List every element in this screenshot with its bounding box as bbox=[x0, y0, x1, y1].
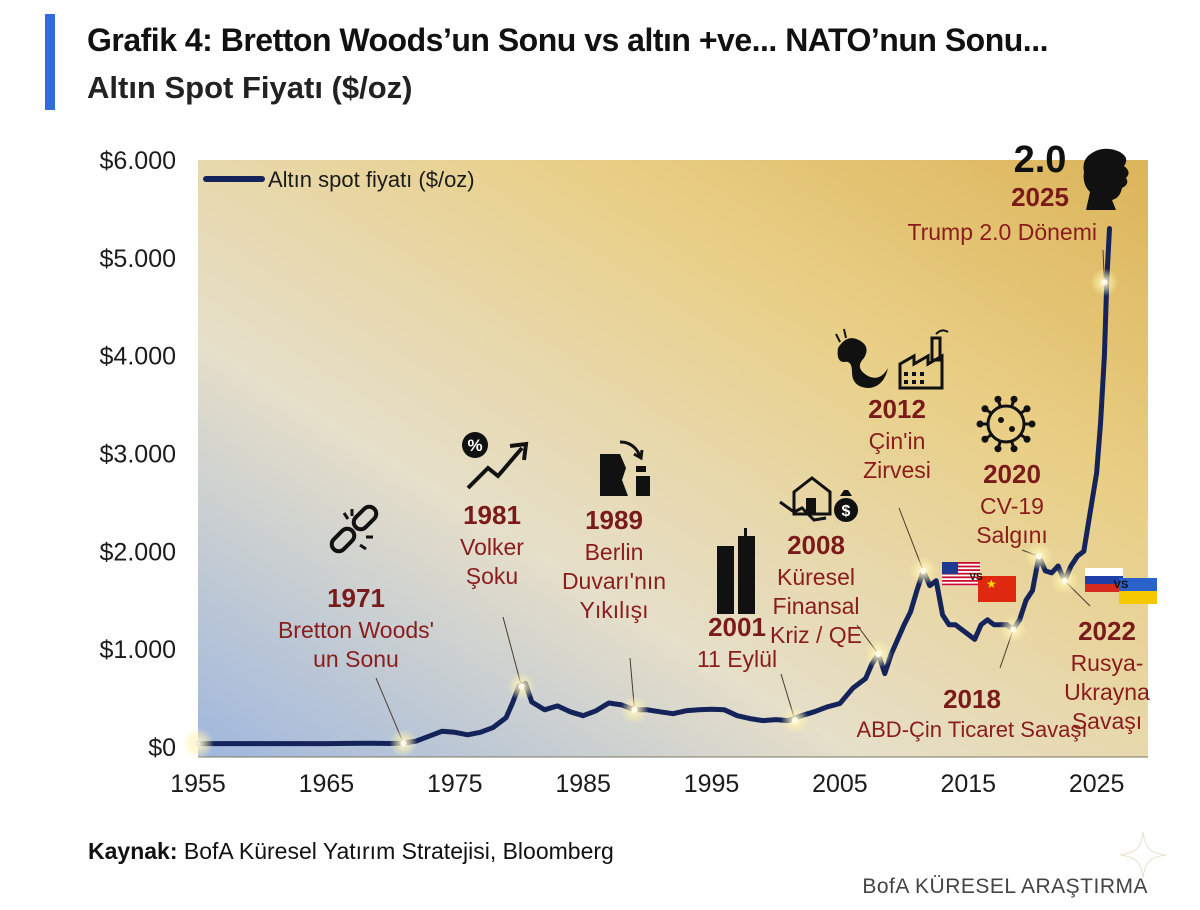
x-tick-label: 1995 bbox=[684, 770, 740, 798]
y-tick-label: $1.000 bbox=[100, 636, 176, 664]
annotation-2018: 2018 ABD-Çin Ticaret Savaşı bbox=[856, 615, 1088, 742]
twin-towers-icon bbox=[717, 528, 755, 614]
plot-area bbox=[198, 160, 1148, 757]
event-year-label: 2018 bbox=[943, 684, 1001, 714]
event-description: 11 Eylül bbox=[697, 646, 777, 672]
event-description: Ukrayna bbox=[1064, 679, 1150, 705]
event-description: ABD-Çin Ticaret Savaşı bbox=[856, 717, 1087, 742]
event-description: Duvarı'nın bbox=[562, 568, 666, 594]
x-tick-label: 2025 bbox=[1069, 770, 1125, 798]
house-crash-icon: $ bbox=[779, 476, 858, 522]
event-description: Bretton Woods' bbox=[278, 617, 434, 643]
event-description: CV-19 bbox=[980, 493, 1044, 519]
x-tick-label: 2015 bbox=[940, 770, 996, 798]
event-year-label: 2012 bbox=[868, 394, 926, 424]
x-tick-label: 1965 bbox=[299, 770, 355, 798]
y-tick-label: $2.000 bbox=[100, 538, 176, 566]
y-tick-label: $0 bbox=[148, 734, 176, 762]
svg-text:VS: VS bbox=[1114, 579, 1129, 591]
annotation-2008: 2008 Küresel Finansal Kriz / QE bbox=[770, 530, 893, 669]
annotation-2001: 2001 11 Eylül bbox=[697, 612, 809, 735]
event-point bbox=[1010, 626, 1017, 633]
y-tick-label: $5.000 bbox=[100, 245, 176, 273]
svg-text:★: ★ bbox=[986, 577, 997, 591]
svg-text:%: % bbox=[467, 436, 482, 455]
virus-icon bbox=[976, 395, 1036, 453]
annotation-1989: 1989 Berlin Duvarı'nın Yıkılışı bbox=[562, 505, 666, 724]
event-year-label: 1989 bbox=[585, 505, 643, 535]
event-year-label: 2020 bbox=[983, 459, 1041, 489]
event-description: Berlin bbox=[585, 539, 644, 565]
annotation-2020: 2020 CV-19 Salgını bbox=[976, 459, 1053, 571]
event-description: Yıkılışı bbox=[579, 597, 648, 623]
annotation-2022: 2022 Rusya- Ukrayna Savaşı bbox=[1050, 566, 1150, 734]
event-description: Zirvesi bbox=[863, 457, 931, 483]
x-tick-label: 1975 bbox=[427, 770, 483, 798]
event-description: Trump 2.0 Dönemi bbox=[907, 219, 1097, 245]
event-year-label: 2001 bbox=[708, 612, 766, 642]
event-description: Savaşı bbox=[1072, 708, 1142, 734]
event-year-label: 2022 bbox=[1078, 616, 1136, 646]
event-description: Finansal bbox=[773, 593, 860, 619]
event-description: Kriz / QE bbox=[770, 622, 862, 648]
event-year-label: 1971 bbox=[327, 583, 385, 613]
event-description: Şoku bbox=[466, 563, 518, 589]
y-tick-label: $6.000 bbox=[100, 147, 176, 175]
trump-silhouette-icon bbox=[1083, 148, 1129, 210]
event-year-label: 2025 bbox=[1011, 182, 1069, 212]
chart-subtitle: Altın Spot Fiyatı ($/oz) bbox=[87, 70, 413, 105]
annotation-1971: 1971 Bretton Woods' un Sonu bbox=[278, 583, 434, 758]
event-description: Salgını bbox=[976, 522, 1048, 548]
annotation-1981: 1981 Volker Şoku bbox=[460, 500, 536, 701]
gold-price-line bbox=[195, 226, 1112, 747]
event-point bbox=[791, 717, 798, 724]
event-point bbox=[1101, 279, 1108, 286]
event-description: un Sonu bbox=[313, 646, 399, 672]
event-year-label: 1981 bbox=[463, 500, 521, 530]
event-description: Küresel bbox=[777, 564, 855, 590]
source-label: Kaynak: bbox=[88, 838, 178, 864]
broken-chain-icon bbox=[329, 504, 379, 554]
event-description: Rusya- bbox=[1071, 650, 1144, 676]
y-tick-label: $4.000 bbox=[100, 343, 176, 371]
event-badge: 2.0 bbox=[1014, 139, 1067, 181]
event-point bbox=[631, 706, 638, 713]
legend: Altın spot fiyatı ($/oz) bbox=[203, 167, 475, 192]
event-point bbox=[920, 567, 927, 574]
svg-text:VS: VS bbox=[969, 572, 983, 583]
title-accent-bar bbox=[45, 14, 55, 110]
event-point bbox=[875, 651, 882, 658]
annotation-2012: 2012 Çin'in Zirvesi bbox=[863, 394, 938, 585]
footer-brand: BofA KÜRESEL ARAŞTIRMA bbox=[862, 875, 1148, 898]
x-tick-label: 2005 bbox=[812, 770, 868, 798]
x-tick-label: 1985 bbox=[555, 770, 611, 798]
legend-label: Altın spot fiyatı ($/oz) bbox=[268, 167, 475, 192]
event-point bbox=[1061, 577, 1068, 584]
event-point bbox=[1035, 553, 1042, 560]
x-tick-label: 1955 bbox=[170, 770, 226, 798]
russia-ukraine-flags-icon: VS bbox=[1085, 568, 1157, 604]
sparkle-icon bbox=[1119, 831, 1167, 879]
event-point bbox=[400, 740, 407, 747]
source-text: BofA Küresel Yatırım Stratejisi, Bloombe… bbox=[183, 838, 614, 864]
us-china-flags-icon: ★VS bbox=[942, 562, 1016, 602]
event-description: Çin'in bbox=[869, 428, 926, 454]
falling-wall-icon bbox=[600, 440, 650, 496]
y-tick-label: $3.000 bbox=[100, 441, 176, 469]
glow-point bbox=[182, 727, 214, 760]
source-note: Kaynak: BofA Küresel Yatırım Stratejisi,… bbox=[88, 838, 614, 865]
event-description: Volker bbox=[460, 534, 524, 560]
event-year-label: 2008 bbox=[787, 530, 845, 560]
svg-text:$: $ bbox=[842, 503, 851, 520]
rising-rate-icon: % bbox=[462, 432, 529, 490]
event-point bbox=[518, 683, 525, 690]
dragon-factory-icon bbox=[835, 328, 949, 390]
chart-title: Grafik 4: Bretton Woods’un Sonu vs altın… bbox=[87, 22, 1048, 58]
